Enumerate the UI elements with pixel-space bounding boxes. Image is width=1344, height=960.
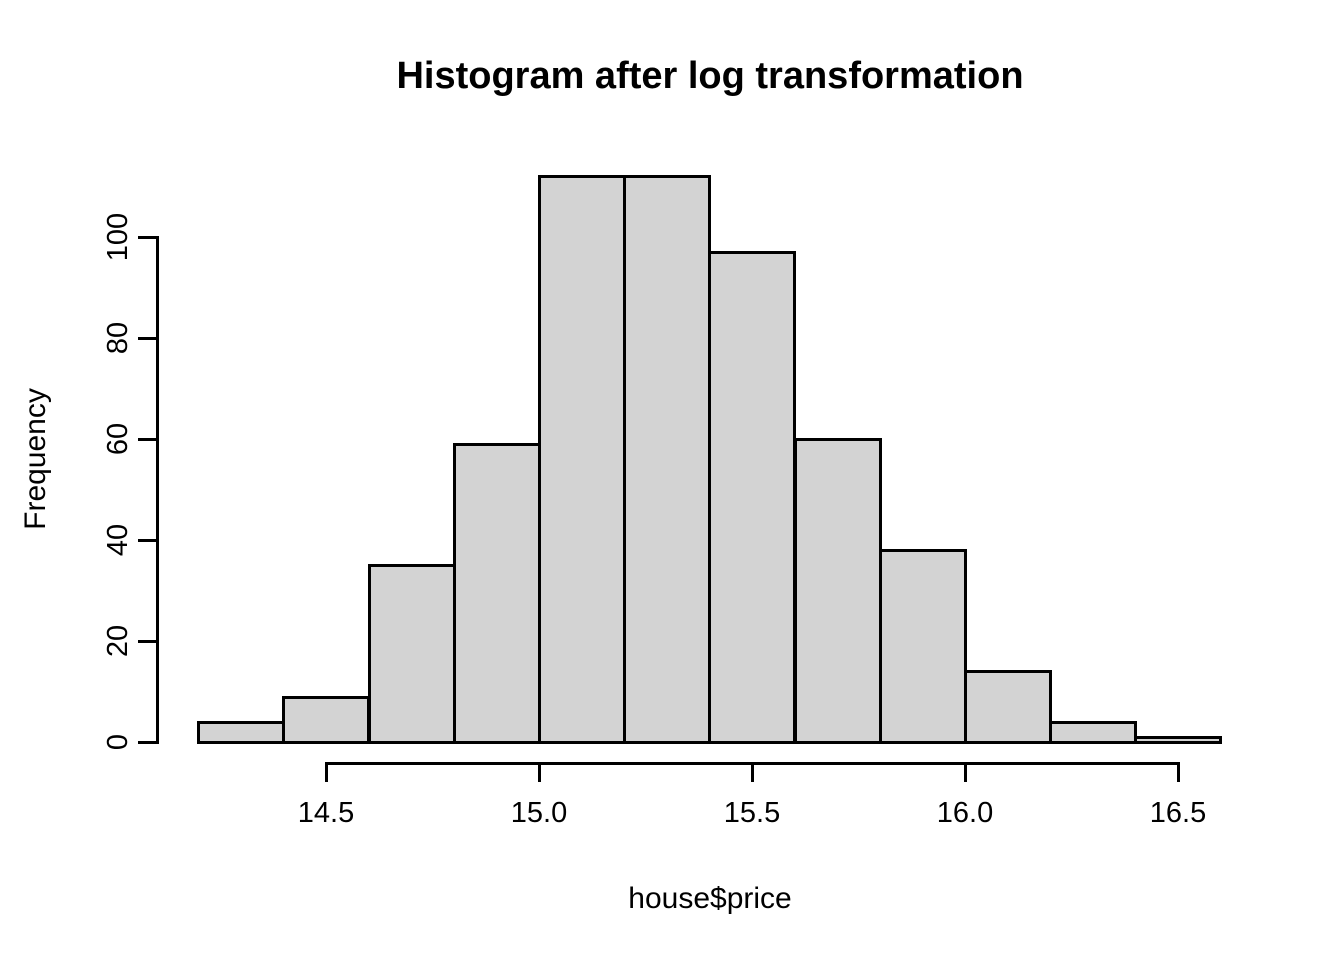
- y-axis-tick: [138, 438, 157, 441]
- x-axis-tick: [964, 763, 967, 782]
- y-axis-tick: [138, 236, 157, 239]
- y-tick-label: 60: [102, 422, 134, 456]
- histogram-bar: [708, 251, 796, 744]
- y-axis-tick: [138, 741, 157, 744]
- y-axis-tick: [138, 539, 157, 542]
- histogram-bar: [197, 721, 285, 744]
- x-axis-label: house$price: [628, 882, 792, 915]
- y-axis-label: Frequency: [19, 388, 52, 530]
- y-tick-label: 80: [102, 321, 134, 355]
- x-tick-label: 16.5: [1149, 797, 1207, 829]
- histogram-bar: [282, 696, 370, 744]
- x-tick-label: 16.0: [936, 797, 994, 829]
- y-axis-tick: [138, 337, 157, 340]
- y-axis-line: [156, 236, 159, 744]
- x-tick-label: 15.0: [510, 797, 568, 829]
- y-tick-label: 0: [102, 733, 134, 751]
- histogram-bar: [453, 443, 541, 744]
- x-tick-label: 15.5: [723, 797, 781, 829]
- y-tick-label: 100: [102, 212, 134, 262]
- x-tick-label: 14.5: [297, 797, 355, 829]
- x-axis-tick: [325, 763, 328, 782]
- x-axis-tick: [1177, 763, 1180, 782]
- histogram-bar: [794, 438, 882, 744]
- histogram-bar: [879, 549, 967, 744]
- x-axis-tick: [538, 763, 541, 782]
- histogram-bar: [964, 670, 1052, 744]
- histogram-bar: [1134, 736, 1222, 744]
- y-tick-label: 20: [102, 624, 134, 658]
- x-axis-tick: [751, 763, 754, 782]
- chart-title: Histogram after log transformation: [396, 55, 1024, 97]
- histogram-bar: [623, 175, 711, 744]
- y-tick-label: 40: [102, 523, 134, 557]
- histogram-bar: [538, 175, 626, 744]
- histogram-bar: [1049, 721, 1137, 744]
- y-axis-tick: [138, 640, 157, 643]
- histogram-bar: [368, 564, 456, 744]
